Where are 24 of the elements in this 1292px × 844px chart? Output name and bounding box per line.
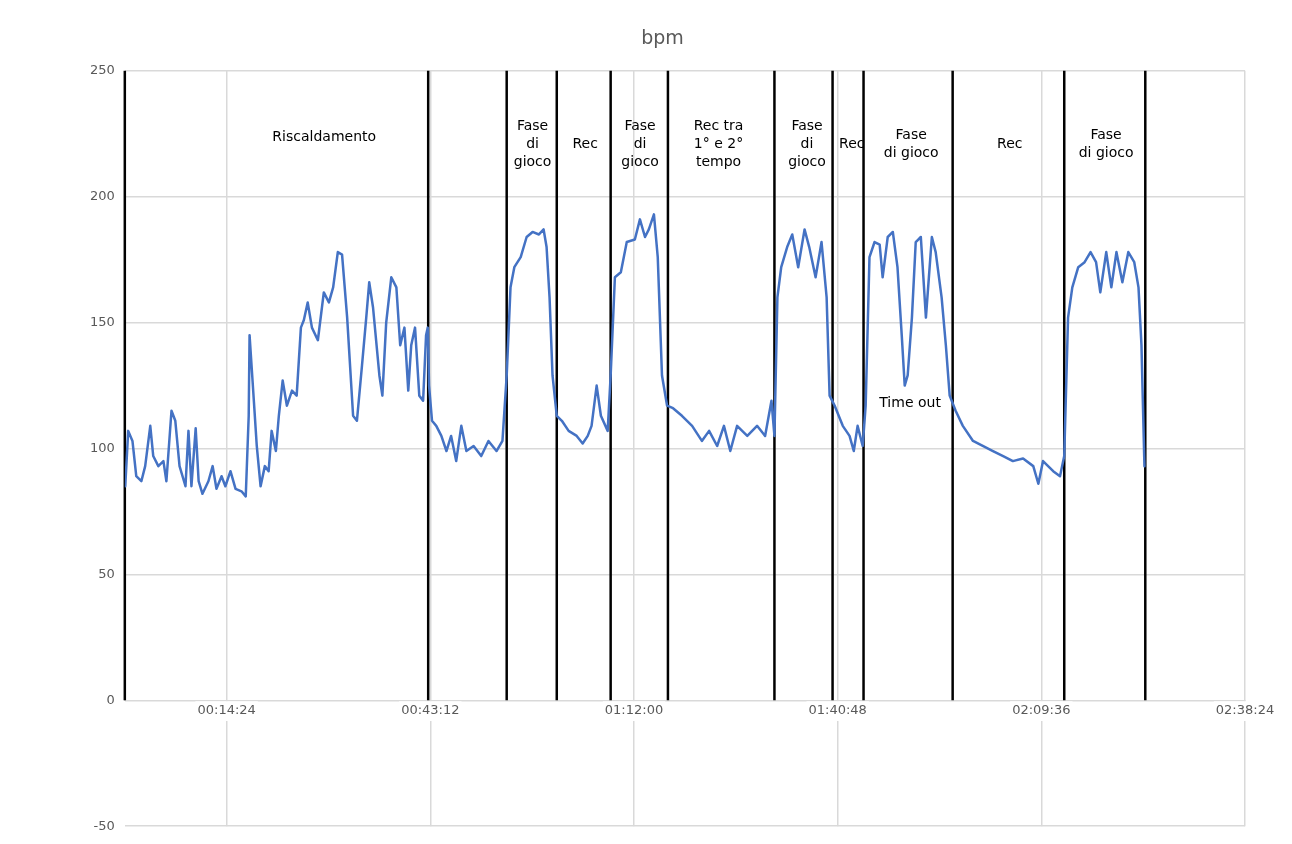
annotation: Rec — [997, 135, 1023, 152]
annotation: Rec — [572, 135, 598, 152]
x-tick-label: 02:38:24 — [1215, 702, 1275, 718]
chart-title: bpm — [641, 26, 684, 49]
x-tick-label: 02:09:36 — [1012, 702, 1071, 718]
y-tick-label: -50 — [93, 817, 115, 833]
y-tick-label: 0 — [106, 691, 115, 707]
y-tick-label: 100 — [89, 439, 115, 455]
y-tick-label: 150 — [89, 313, 115, 329]
annotation: Time out — [878, 393, 942, 410]
y-tick-label: 250 — [89, 62, 115, 78]
annotation: Fase di gioco — [1078, 126, 1134, 161]
x-tick-label: 00:43:12 — [401, 702, 460, 718]
annotation: Rec tra 1° e 2° tempo — [693, 117, 744, 170]
x-tick-label: 01:40:48 — [808, 702, 867, 718]
annotation: Fase di gioco — [883, 126, 939, 161]
annotation: Fase di gioco — [621, 117, 659, 170]
annotation: Riscaldamento — [272, 127, 377, 144]
x-tick-label: 00:14:24 — [197, 702, 256, 718]
x-tick-label: 01:12:00 — [604, 702, 664, 718]
annotation: Fase di gioco — [513, 117, 552, 170]
annotation: Fase di gioco — [788, 117, 826, 170]
y-tick-label: 200 — [89, 188, 115, 204]
y-tick-label: 50 — [98, 565, 115, 581]
